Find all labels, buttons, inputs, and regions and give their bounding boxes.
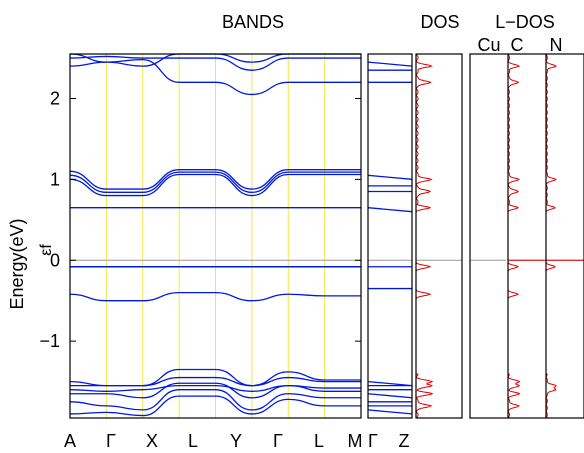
gamma-z-panel [367,53,413,419]
ldos-col-cu: Cu [477,35,500,55]
band-curve-b1 [69,171,361,193]
kpoint-label: Z [399,431,410,451]
band-curve-b2 [69,173,361,197]
bands-panel [69,53,362,419]
y-tick-label: −1 [39,331,60,351]
kpoint-label: A [64,431,76,451]
ldos-col-c: C [511,35,524,55]
band-curve-l6 [69,395,361,417]
y-tick-label: 2 [50,88,60,108]
gz-band-line [367,174,413,180]
kpoint-label: Γ [106,431,116,451]
ldos-c-curve [507,53,521,419]
band-curve-l3 [69,384,361,392]
band-curve-h1 [69,59,361,96]
kpoint-label: L [188,431,198,451]
gz-band-line [367,207,413,213]
gz-frame [367,53,413,419]
kpoint-label: Γ [273,431,283,451]
gz-band-line [367,380,413,387]
gz-band-line [367,61,413,67]
kpoint-label: Γ [368,431,378,451]
bands-title: BANDS [222,12,284,32]
ldos-panel [469,53,584,419]
band-curve-l4 [70,382,361,399]
ldos-frame [469,53,584,419]
y-ticks: −1 0 1 2 [39,88,361,351]
kpoint-label: M [348,431,363,451]
ldos-title: L−DOS [495,12,555,32]
band-curve-l2 [69,368,361,387]
dos-panel [415,53,463,419]
y-axis-label: Energy(eV) [7,218,27,309]
ldos-n-curve [545,53,557,419]
ldos-col-n: N [550,35,563,55]
dos-frame [415,53,463,419]
band-curve-h2 [69,55,361,71]
band-curve-b4 [69,291,361,302]
dos-title: DOS [420,12,459,32]
fermi-label: εf [38,244,55,256]
gz-band-line [367,409,413,415]
kpoint-label: Y [230,431,242,451]
band-curve-b3 [69,169,361,190]
y-tick-label: 0 [50,250,60,270]
kpoint-label: X [146,431,158,451]
bands-frame [69,53,362,419]
gz-band-line [367,393,413,399]
dos-curve [415,53,434,419]
band-curve-l5 [69,389,361,411]
kpoint-label: L [314,431,324,451]
y-tick-label: 1 [50,169,60,189]
